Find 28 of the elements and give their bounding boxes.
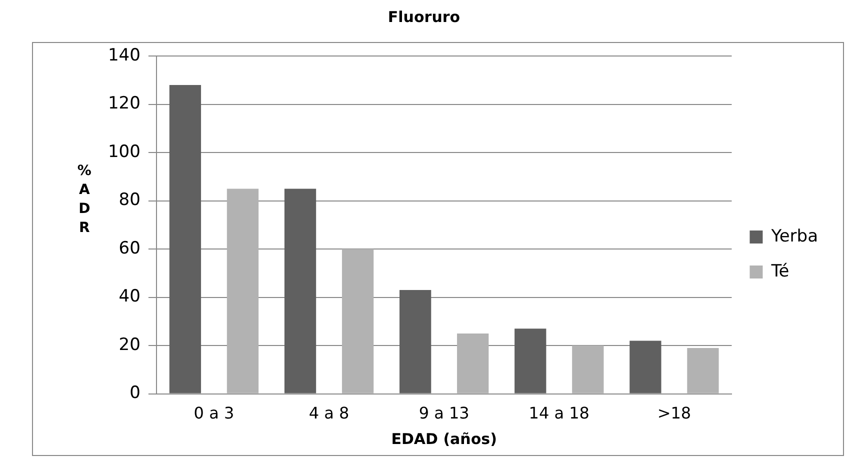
bar xyxy=(284,188,316,394)
y-tick-label: 80 xyxy=(118,190,140,210)
y-tick-label: 140 xyxy=(108,45,140,66)
bar xyxy=(342,249,374,394)
legend-label: Té xyxy=(770,261,790,282)
y-axis-title: % ADR xyxy=(77,163,92,236)
y-tick-label: 40 xyxy=(118,286,140,307)
y-tick-label: 20 xyxy=(118,334,140,355)
x-tick-label: >18 xyxy=(657,404,692,423)
y-tick-label: 120 xyxy=(108,94,140,114)
bar xyxy=(687,348,719,394)
legend-label: Yerba xyxy=(770,226,818,246)
chart-title: Fluoruro xyxy=(386,8,462,26)
y-tick-label: 0 xyxy=(130,383,140,404)
x-axis-title: EDAD (años) xyxy=(391,430,497,448)
x-tick-label: 4 a 8 xyxy=(308,404,350,423)
bar xyxy=(400,290,432,394)
bar xyxy=(630,340,662,394)
x-tick-label: 0 a 3 xyxy=(194,404,234,423)
bar xyxy=(514,328,546,394)
bar xyxy=(226,188,259,394)
bar xyxy=(169,84,202,394)
y-tick-label: 100 xyxy=(108,142,140,162)
bar xyxy=(457,333,489,394)
x-tick-label: 14 a 18 xyxy=(528,404,590,423)
x-tick-label: 9 a 13 xyxy=(418,404,470,423)
y-tick-label: 60 xyxy=(118,238,140,258)
bar xyxy=(572,346,604,394)
